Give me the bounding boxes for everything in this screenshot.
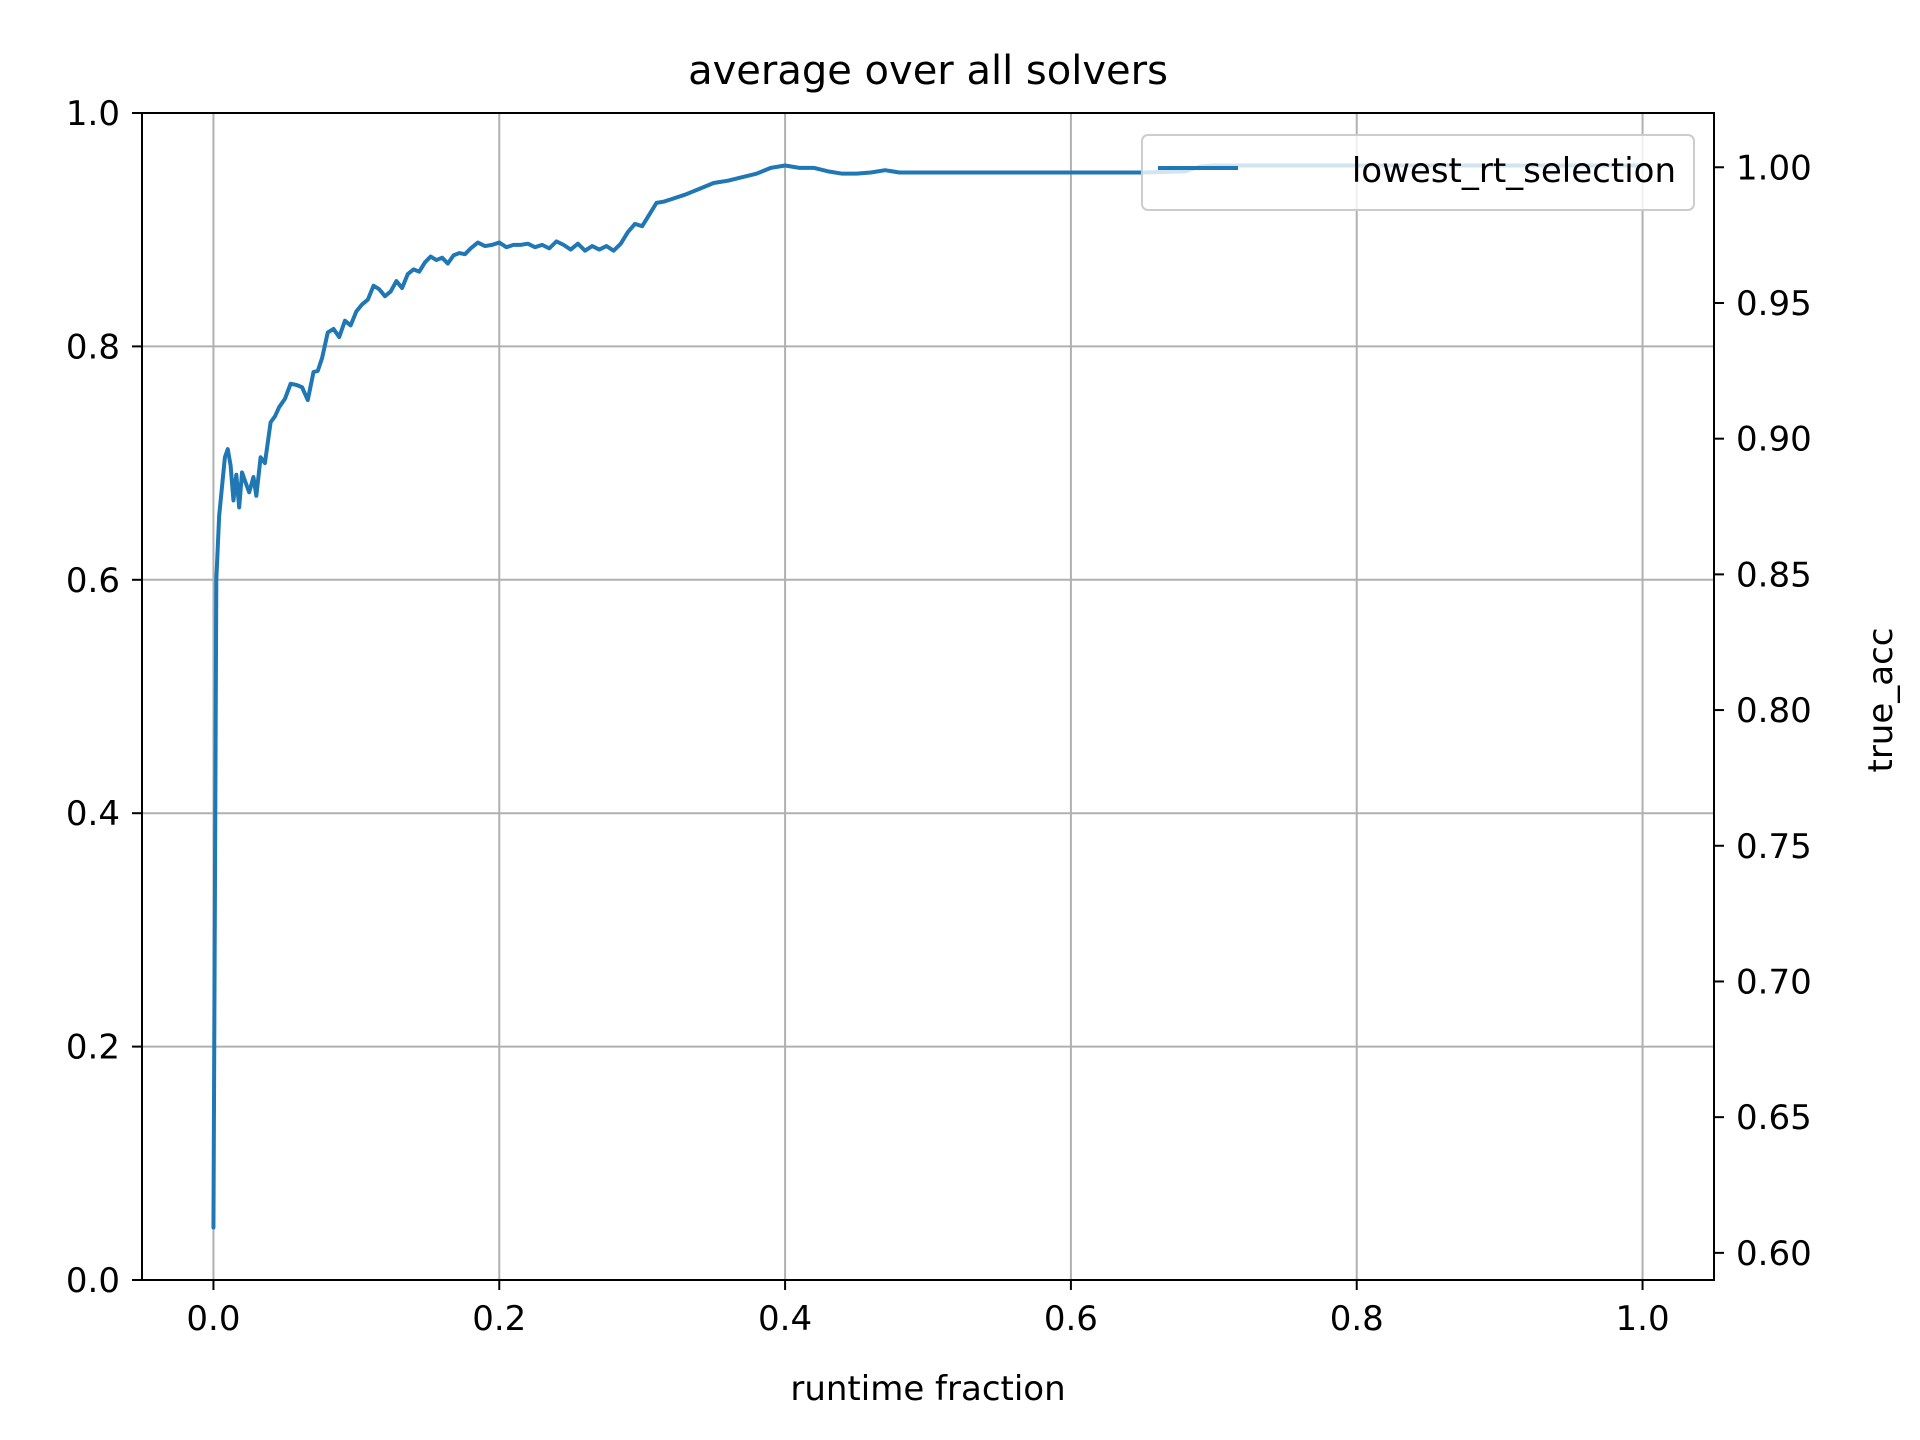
x-tick-label: 0.4: [758, 1299, 812, 1339]
y2-tick-label: 0.60: [1736, 1234, 1812, 1274]
chart-title: average over all solvers: [688, 48, 1168, 94]
x-tick-label: 0.6: [1044, 1299, 1098, 1339]
y2-tick-label: 0.85: [1736, 555, 1812, 595]
y-tick-label: 0.0: [66, 1261, 120, 1301]
legend-box: [1141, 134, 1695, 211]
y2-axis-label: true_acc: [1861, 628, 1901, 773]
y2-tick-label: 0.70: [1736, 962, 1812, 1002]
y-tick-label: 0.2: [66, 1028, 120, 1068]
y-tick-label: 0.6: [66, 561, 120, 601]
y2-tick-label: 0.65: [1736, 1098, 1812, 1138]
y2-tick-label: 1.00: [1736, 148, 1812, 188]
x-tick-label: 0.8: [1330, 1299, 1384, 1339]
ticks-layer: 0.0 0.2 0.4 0.6 0.8 1.0 0.0 0.2 0.4 0.6 0.8 1.0 0.60…: [66, 94, 1812, 1339]
x-axis-label: runtime fraction: [790, 1369, 1065, 1409]
y2-tick-label: 0.80: [1736, 691, 1812, 731]
axes-layer: [141, 112, 1715, 1281]
series-line: [211, 163, 1645, 1230]
series-layer: [211, 163, 1645, 1230]
plot-frame: [141, 112, 1715, 1281]
y-tick-label: 0.4: [66, 794, 120, 834]
y-tick-label: 0.8: [66, 327, 120, 367]
y2-tick-label: 0.75: [1736, 827, 1812, 867]
y-tick-label: 1.0: [66, 94, 120, 134]
legend: lowest_rt_selection: [1141, 134, 1695, 211]
legend-label: lowest_rt_selection: [1352, 151, 1676, 191]
x-tick-label: 0.2: [472, 1299, 526, 1339]
y2-tick-label: 0.95: [1736, 284, 1812, 324]
y2-tick-label: 0.90: [1736, 420, 1812, 460]
x-tick-label: 1.0: [1616, 1299, 1670, 1339]
x-tick-label: 0.0: [186, 1299, 240, 1339]
